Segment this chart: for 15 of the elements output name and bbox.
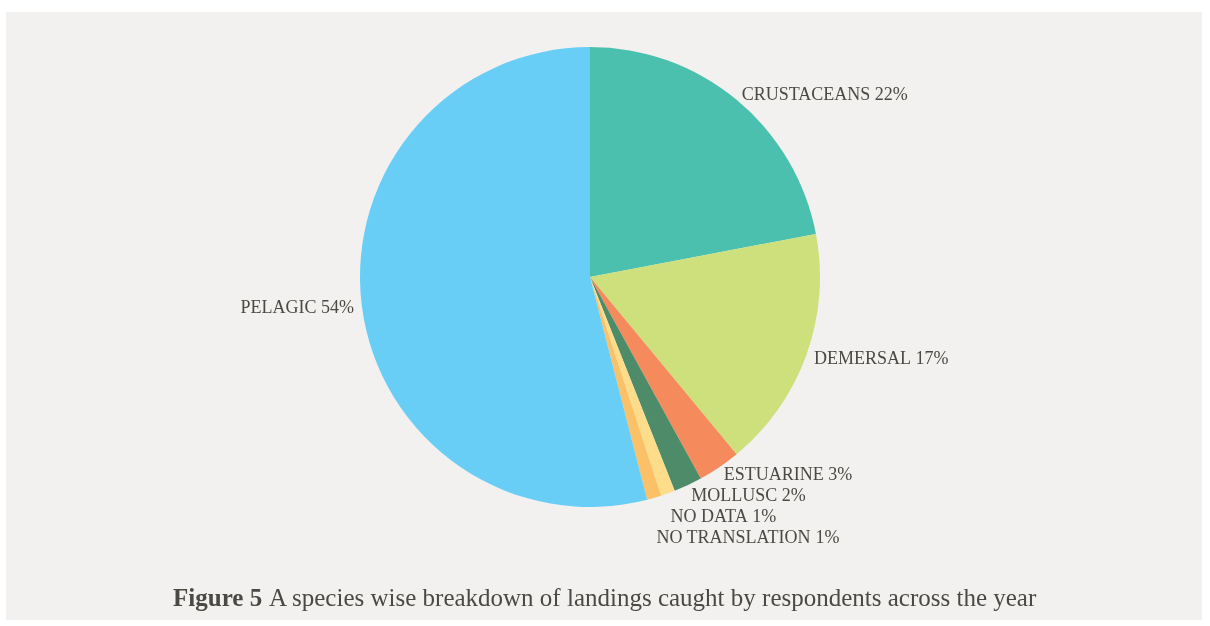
data-label: 17%: [915, 347, 949, 368]
slice-label: ESTUARINE: [723, 463, 824, 484]
data-label: 1%: [752, 505, 777, 526]
data-label: 54%: [320, 296, 354, 317]
slice-label: CRUSTACEANS: [741, 83, 871, 104]
data-label: 22%: [874, 83, 908, 104]
slice-label: NO TRANSLATION: [656, 526, 811, 547]
data-label: 1%: [815, 526, 840, 547]
data-label: 3%: [828, 463, 853, 484]
data-label: 2%: [781, 484, 806, 505]
slice-label: NO DATA: [670, 505, 748, 526]
slice-label: DEMERSAL: [813, 347, 911, 368]
slice-label: PELAGIC: [240, 296, 317, 317]
text: Figure 5 A species wise breakdown of landings caught by respondents across the year: [173, 584, 1037, 611]
slice-label: MOLLUSC: [691, 484, 778, 505]
